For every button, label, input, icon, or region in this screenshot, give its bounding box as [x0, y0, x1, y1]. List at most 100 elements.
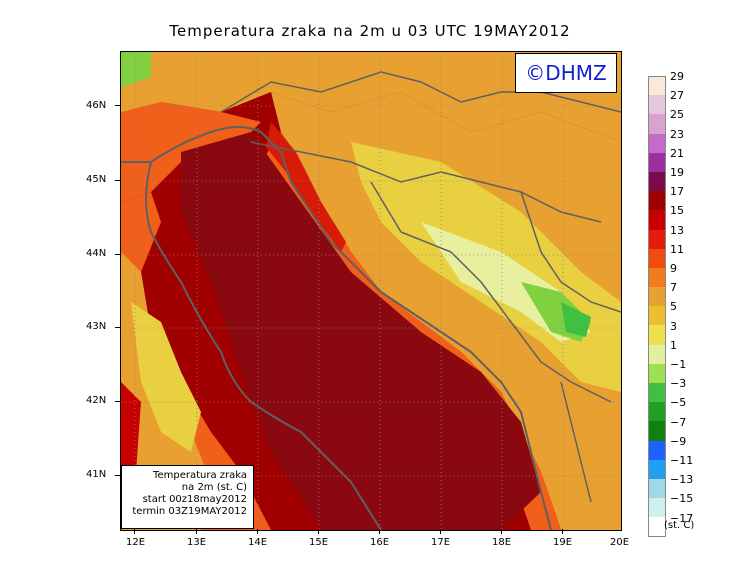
lat-tick-43n: 43N	[86, 321, 107, 332]
colorbar-swatch	[648, 171, 666, 192]
colorbar-label: 1	[670, 338, 677, 352]
legend-line-2: na 2m (st. C)	[181, 482, 247, 493]
colorbar-label: −11	[670, 454, 694, 467]
colorbar-swatch	[648, 133, 666, 153]
colorbar-swatch	[648, 248, 666, 268]
alps-region	[121, 52, 621, 142]
east-coastline	[150, 126, 552, 530]
colorbar-label: −17	[670, 511, 694, 525]
legend-line-3: start 00z18may2012	[142, 494, 247, 505]
colorbar-swatch	[648, 402, 666, 422]
colorbar-swatch	[648, 210, 666, 230]
lon-tickmark	[501, 529, 502, 534]
lat-tick-42n: 42N	[86, 395, 107, 406]
colorbar-swatch	[648, 363, 666, 383]
colorbar-swatch	[648, 229, 666, 249]
balkan-region	[271, 92, 621, 530]
colorbar-unit: (st. C)	[664, 520, 695, 531]
temperature-map	[120, 51, 622, 531]
lon-tick-20e: 20E	[610, 537, 630, 548]
lat-tickmark	[115, 180, 120, 181]
dhmz-logo-text: ©DHMZ	[525, 61, 607, 85]
lat-tickmark	[115, 475, 120, 476]
colorbar-label: 29	[670, 70, 684, 83]
colorbar-label: 27	[670, 89, 684, 103]
colorbar-swatch	[648, 325, 666, 345]
lon-tickmark	[257, 529, 258, 534]
lon-tick-14e: 14E	[248, 537, 268, 548]
colorbar-swatch	[648, 152, 666, 172]
colorbar-label: −5	[670, 396, 687, 410]
istria-warm-band	[266, 122, 346, 252]
serbia-border	[520, 191, 621, 313]
colorbar	[648, 76, 666, 537]
adriatic-deep-region	[181, 132, 541, 530]
colorbar-swatch	[648, 287, 666, 307]
colorbar-label: −13	[670, 473, 694, 487]
lat-tick-44n: 44N	[86, 248, 107, 259]
colorbar-label: −7	[670, 415, 687, 429]
lon-tickmark	[562, 529, 563, 534]
lon-tick-15e: 15E	[309, 537, 329, 548]
lat-tick-46n: 46N	[86, 100, 107, 111]
map-canvas	[121, 52, 621, 530]
colorbar-label: 17	[670, 185, 684, 199]
colorbar-swatch	[648, 76, 666, 96]
colorbar-label: 7	[670, 281, 677, 295]
lat-tick-41n: 41N	[86, 469, 107, 480]
lon-tick-13e: 13E	[187, 537, 207, 548]
lat-tick-45n: 45N	[86, 174, 107, 185]
colorbar-swatch	[648, 459, 666, 479]
legend-line-1: Temperatura zraka	[153, 470, 247, 481]
colorbar-label: 11	[670, 242, 684, 256]
colorbar-label: 5	[670, 300, 677, 314]
colorbar-swatch	[648, 383, 666, 403]
lon-tickmark	[318, 529, 319, 534]
colorbar-label: 3	[670, 319, 677, 333]
lat-tickmark	[115, 401, 120, 402]
lat-tickmark	[115, 327, 120, 328]
map-title: Temperatura zraka na 2m u 03 UTC 19MAY20…	[169, 22, 571, 40]
lat-tickmark	[115, 105, 120, 106]
colorbar-swatch	[648, 498, 666, 518]
colorbar-label: −1	[670, 358, 687, 371]
colorbar-label: −3	[670, 377, 687, 391]
colorbar-swatch	[648, 114, 666, 134]
lon-tickmark	[196, 529, 197, 534]
colorbar-label: 19	[670, 166, 684, 179]
colorbar-label: −15	[670, 492, 694, 506]
colorbar-swatch	[648, 478, 666, 499]
colorbar-swatch	[648, 344, 666, 364]
dhmz-logo: ©DHMZ	[515, 53, 617, 93]
italy-south-coast-region	[121, 382, 141, 482]
legend-line-4: termin 03Z19MAY2012	[132, 506, 247, 517]
lon-tick-17e: 17E	[431, 537, 451, 548]
lon-tick-16e: 16E	[370, 537, 390, 548]
colorbar-label: 23	[670, 127, 684, 141]
colorbar-label: −9	[670, 434, 687, 448]
lon-tickmark	[440, 529, 441, 534]
map-grid	[121, 52, 621, 530]
colorbar-swatch	[648, 440, 666, 460]
lon-tick-19e: 19E	[553, 537, 573, 548]
colorbar-swatch	[648, 95, 666, 115]
northwest-cool-region	[121, 52, 151, 87]
colorbar-label: 25	[670, 108, 684, 122]
info-legend-box: Temperatura zraka na 2m (st. C) start 00…	[121, 465, 254, 529]
lat-tickmark	[115, 254, 120, 255]
lon-tickmark	[134, 529, 135, 534]
colorbar-label: 21	[670, 146, 684, 160]
colorbar-label: 15	[670, 204, 684, 218]
lon-tickmark	[379, 529, 380, 534]
colorbar-label: 13	[670, 223, 684, 237]
colorbar-swatch	[648, 267, 666, 288]
colorbar-swatch	[648, 517, 666, 537]
italy-coastline	[145, 161, 382, 530]
colorbar-swatch	[648, 191, 666, 211]
colorbar-swatch	[648, 421, 666, 441]
colorbar-label: 9	[670, 262, 677, 275]
coldest-peak-region	[561, 302, 591, 337]
italy-highland-region	[131, 302, 201, 452]
bosnia-border	[370, 181, 612, 403]
colorbar-swatch	[648, 306, 666, 326]
